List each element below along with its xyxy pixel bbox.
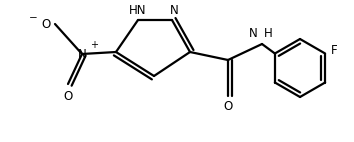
Text: N: N: [78, 48, 86, 60]
Text: H: H: [264, 27, 273, 40]
Text: +: +: [90, 40, 98, 50]
Text: −: −: [29, 13, 38, 23]
Text: O: O: [223, 100, 233, 113]
Text: N: N: [170, 4, 178, 17]
Text: HN: HN: [129, 4, 147, 17]
Text: F: F: [331, 44, 338, 57]
Text: O: O: [63, 90, 73, 103]
Text: N: N: [249, 27, 258, 40]
Text: O: O: [42, 17, 51, 31]
